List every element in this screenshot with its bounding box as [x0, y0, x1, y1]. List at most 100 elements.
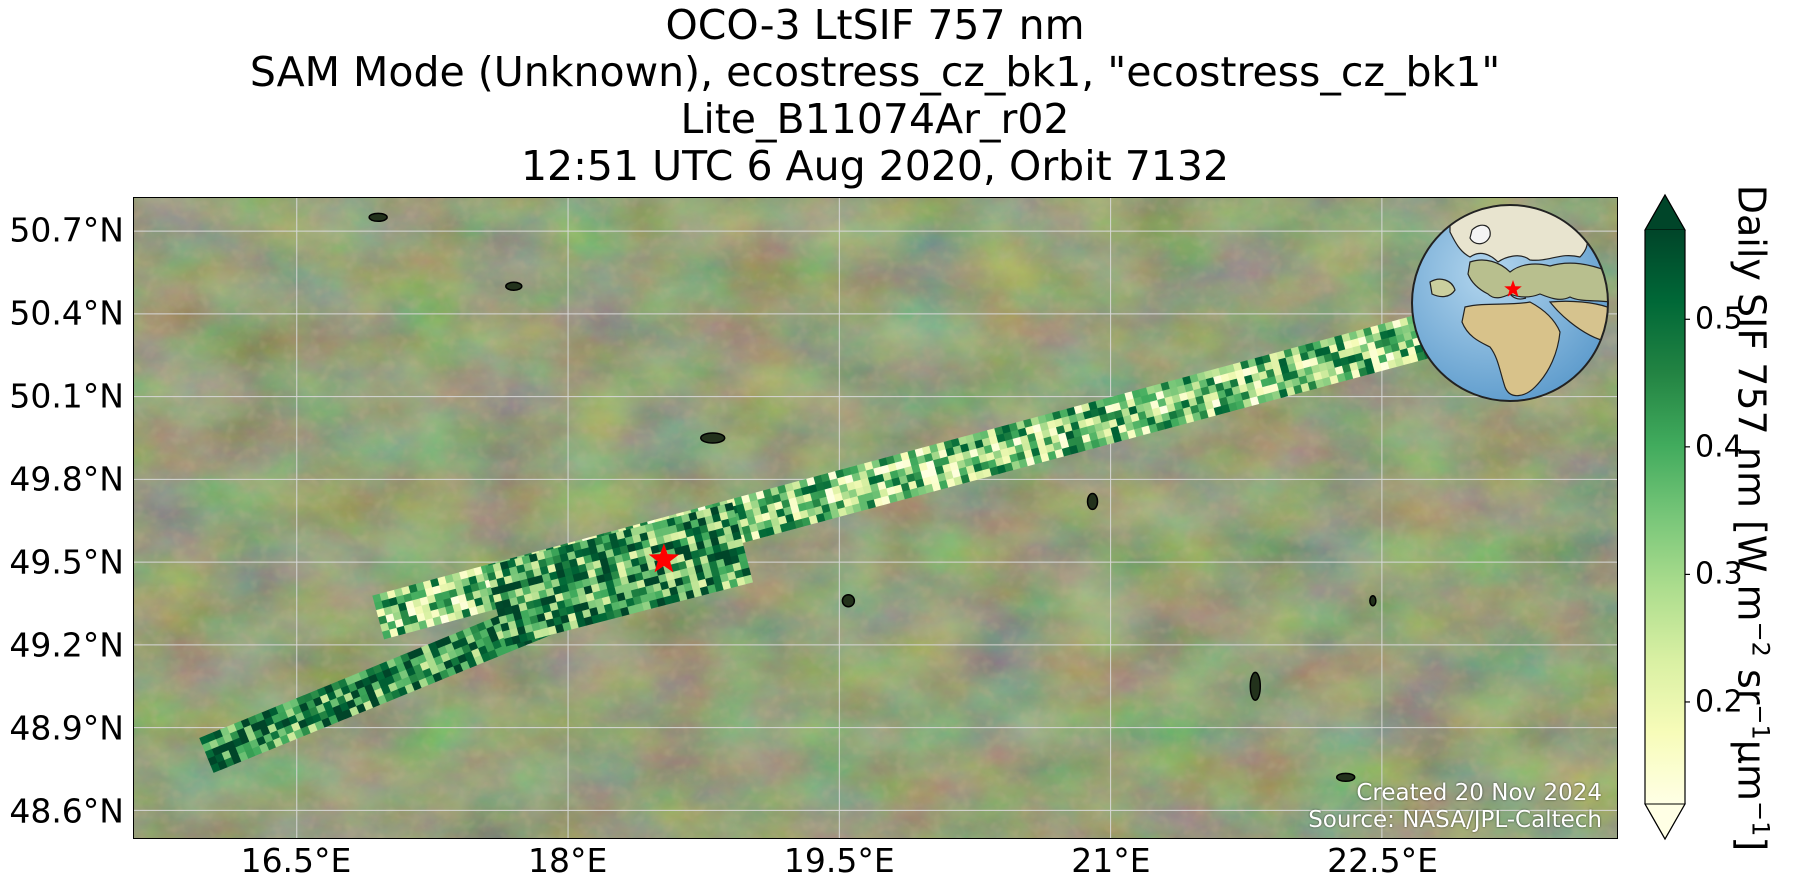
sif-sounding	[462, 627, 473, 638]
sif-sounding	[684, 528, 695, 538]
sif-sounding	[674, 546, 684, 556]
sif-sounding	[958, 466, 969, 477]
sif-sounding	[909, 487, 920, 498]
sif-sounding	[536, 612, 547, 623]
sif-sounding	[1249, 396, 1260, 406]
sif-sounding	[374, 600, 384, 611]
sif-sounding	[921, 445, 932, 456]
sif-sounding	[342, 708, 353, 720]
sif-sounding	[641, 539, 651, 550]
sif-sounding	[473, 566, 484, 577]
sif-sounding	[971, 455, 981, 466]
sif-sounding	[627, 604, 638, 615]
sif-sounding	[663, 533, 673, 544]
sif-sounding	[292, 705, 303, 716]
sif-sounding	[242, 741, 253, 752]
sif-sounding	[479, 628, 490, 639]
sif-sounding	[580, 601, 590, 612]
sif-sounding	[443, 659, 454, 670]
sif-sounding	[1280, 364, 1290, 375]
sif-sounding	[1153, 414, 1164, 424]
sif-sounding	[482, 635, 493, 646]
sif-sounding	[1178, 392, 1189, 402]
sif-sounding	[819, 496, 829, 507]
sif-sounding	[837, 507, 848, 517]
sif-sounding	[554, 562, 564, 572]
sif-sounding	[954, 452, 965, 463]
sif-sounding	[600, 588, 610, 599]
sif-sounding	[850, 496, 860, 506]
sif-sounding	[1067, 437, 1077, 448]
sif-sounding	[1153, 383, 1164, 394]
sif-sounding	[1278, 357, 1288, 368]
sif-sounding	[1225, 364, 1236, 374]
sif-sounding	[741, 567, 752, 578]
sif-sounding	[856, 463, 867, 473]
sif-sounding	[839, 483, 849, 494]
sif-sounding	[733, 496, 744, 506]
sif-sounding	[453, 579, 464, 590]
sif-sounding	[659, 519, 669, 529]
sif-sounding	[759, 504, 770, 515]
sif-sounding	[950, 437, 961, 448]
sif-sounding	[708, 529, 719, 540]
sif-sounding	[639, 563, 650, 573]
sif-sounding	[706, 553, 717, 563]
lake-outline	[1086, 492, 1099, 511]
sif-sounding	[692, 526, 702, 536]
sif-sounding	[1083, 440, 1094, 451]
sif-sounding	[1249, 365, 1259, 376]
sif-sounding	[846, 481, 856, 492]
sif-sounding	[1177, 415, 1188, 426]
sif-sounding	[1203, 369, 1214, 380]
sif-sounding	[483, 618, 494, 630]
sif-sounding	[664, 540, 675, 551]
sif-sounding	[1213, 405, 1224, 416]
sif-sounding	[1117, 393, 1127, 403]
sif-sounding	[690, 580, 701, 591]
sif-sounding	[594, 536, 604, 546]
sif-sounding	[624, 535, 635, 546]
sif-sounding	[748, 523, 759, 533]
sif-sounding	[1180, 399, 1191, 409]
sif-sounding	[741, 494, 751, 505]
sif-sounding	[587, 568, 597, 579]
sif-sounding	[1242, 398, 1253, 408]
sif-sounding	[503, 606, 514, 616]
sif-sounding	[319, 693, 331, 704]
sif-sounding	[1015, 420, 1026, 431]
sif-sounding	[808, 514, 819, 525]
sif-sounding	[777, 484, 787, 495]
colorbar-tick-label: 0.5	[1695, 301, 1743, 337]
sif-sounding	[929, 474, 940, 485]
sif-sounding	[722, 525, 733, 536]
sif-sounding	[741, 525, 752, 535]
sif-sounding	[581, 547, 592, 557]
sif-sounding	[1231, 385, 1242, 396]
sif-sounding	[972, 432, 983, 442]
sif-sounding	[1151, 407, 1162, 417]
sif-sounding	[1092, 415, 1102, 426]
sif-sounding	[1188, 397, 1198, 408]
sif-sounding	[1030, 447, 1041, 458]
sif-sounding	[1365, 365, 1376, 375]
longitude-tick-label: 19.5°E	[783, 841, 895, 880]
sif-sounding	[761, 512, 772, 522]
sif-sounding	[462, 584, 473, 595]
sif-sounding	[1289, 370, 1300, 380]
sif-sounding	[1265, 368, 1276, 379]
sif-sounding	[520, 609, 530, 620]
sif-sounding	[830, 509, 841, 519]
sif-sounding	[480, 652, 492, 663]
sif-sounding	[496, 577, 506, 587]
sif-sounding	[864, 492, 875, 502]
sif-sounding	[263, 733, 274, 744]
sif-sounding	[326, 690, 338, 702]
sif-sounding	[641, 570, 652, 580]
sif-sounding	[637, 555, 648, 566]
sif-sounding	[199, 734, 210, 746]
sif-sounding	[479, 588, 490, 598]
sif-sounding	[514, 587, 525, 598]
sif-sounding	[672, 539, 682, 549]
sif-sounding	[725, 563, 735, 574]
